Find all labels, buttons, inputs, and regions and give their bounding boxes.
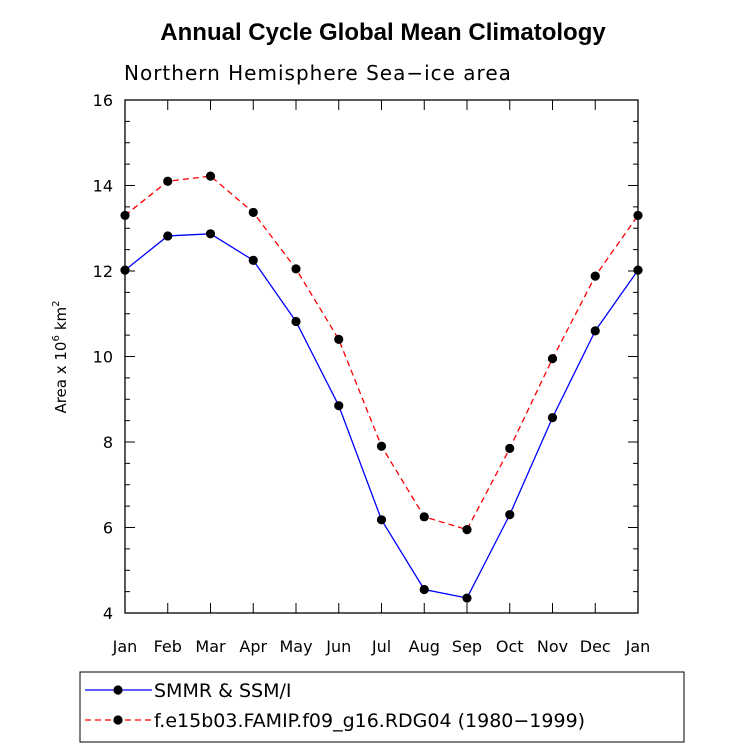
data-point-series-2	[505, 443, 515, 454]
chart-subtitle: Northern Hemisphere Sea−ice area	[124, 61, 512, 85]
y-tick-label: 14	[93, 177, 113, 196]
series-line-2	[124, 175, 639, 531]
data-point-series-2	[291, 264, 301, 274]
legend-label-2: f.e15b03.FAMIP.f09_g16.RDG04 (1980−1999)	[154, 710, 585, 732]
x-tick-label: Jul	[371, 637, 391, 656]
legend-marker-2	[113, 715, 123, 725]
x-tick-label: Aug	[409, 637, 440, 656]
data-point-series-2	[163, 176, 173, 186]
x-tick-label: Mar	[195, 637, 226, 656]
y-axis-label-exp: 6	[51, 335, 62, 341]
data-point-series-1	[248, 255, 258, 265]
x-tick-label: Feb	[154, 637, 182, 656]
series-lines	[124, 175, 639, 599]
x-tick-label: Jun	[325, 637, 351, 656]
data-point-series-1	[505, 510, 515, 520]
data-point-series-1	[547, 413, 558, 423]
data-point-series-1	[291, 316, 301, 327]
data-point-series-1	[205, 229, 216, 239]
y-axis-label-text: Area x 106 km2	[51, 300, 70, 413]
y-axis-label: Area x 106 km2	[51, 300, 70, 413]
axis-ticks	[124, 99, 639, 614]
legend-box	[79, 671, 685, 743]
y-tick-label: 12	[93, 262, 113, 281]
x-tick-labels: Jan Feb Mar Apr May Jun Jul Aug Sep Oct Nov Dec Jan	[112, 637, 651, 656]
data-point-series-2	[633, 210, 643, 221]
series-points	[120, 171, 643, 603]
data-point-series-1	[120, 265, 130, 275]
data-point-series-2	[590, 271, 600, 281]
data-point-series-1	[163, 231, 173, 241]
chart-title: Annual Cycle Global Mean Climatology	[160, 19, 606, 46]
data-point-series-1	[633, 265, 643, 275]
data-point-series-1	[376, 515, 387, 525]
y-tick-label: 6	[103, 519, 113, 538]
data-point-series-2	[462, 525, 472, 535]
plot-frame	[124, 99, 639, 614]
data-point-series-2	[205, 171, 216, 181]
legend-label-1: SMMR & SSM/I	[154, 680, 291, 702]
y-tick-label: 16	[93, 91, 113, 110]
data-point-series-2	[120, 210, 130, 221]
y-tick-label: 10	[93, 348, 113, 367]
legend-marker-1	[113, 685, 123, 695]
data-point-series-2	[334, 334, 344, 344]
y-tick-labels: 4 6 8 10 12 14 16	[93, 91, 113, 623]
data-point-series-2	[248, 207, 258, 218]
x-tick-label: Nov	[537, 637, 568, 656]
data-point-series-1	[462, 593, 472, 603]
y-axis-label-unit-exp: 2	[51, 300, 62, 306]
x-tick-label: Sep	[452, 637, 482, 656]
data-point-series-2	[376, 441, 387, 451]
series-line-1	[124, 233, 639, 599]
x-tick-label: Jan	[625, 637, 651, 656]
data-point-series-2	[419, 512, 429, 522]
x-tick-label: Dec	[580, 637, 611, 656]
data-point-series-1	[590, 326, 600, 336]
y-tick-label: 4	[103, 604, 113, 623]
y-tick-label: 8	[103, 433, 113, 452]
data-point-series-1	[419, 584, 429, 595]
x-tick-label: May	[279, 637, 312, 656]
data-point-series-2	[547, 354, 558, 364]
x-tick-label: Jan	[112, 637, 138, 656]
data-point-series-1	[334, 401, 344, 411]
x-tick-label: Apr	[239, 637, 267, 656]
x-tick-label: Oct	[496, 637, 524, 656]
legend: SMMR & SSM/I f.e15b03.FAMIP.f09_g16.RDG04…	[85, 680, 585, 732]
y-axis-label-main: Area x 10	[52, 342, 70, 414]
y-axis-label-unit: km	[52, 307, 70, 330]
